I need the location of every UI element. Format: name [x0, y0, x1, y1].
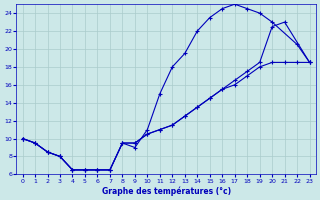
- X-axis label: Graphe des températures (°c): Graphe des températures (°c): [101, 186, 231, 196]
